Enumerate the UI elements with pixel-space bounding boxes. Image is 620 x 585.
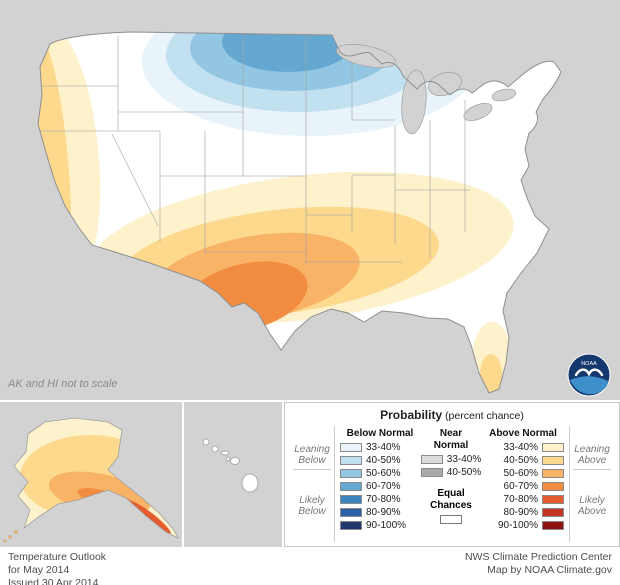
footer-left: Temperature Outlook for May 2014 Issued … — [8, 551, 106, 585]
legend-swatch-row: 40-50% — [340, 454, 420, 467]
probability-label: 40-50% — [366, 455, 401, 466]
conus-map-svg — [37, 31, 562, 394]
legend-swatch-row: 80-90% — [482, 506, 564, 519]
great-lakes — [336, 44, 517, 135]
probability-swatch — [340, 508, 362, 517]
above-normal-header: Above Normal — [489, 428, 557, 439]
probability-label: 70-80% — [503, 494, 538, 505]
probability-label: 33-40% — [503, 442, 538, 453]
legend-swatch-row: 50-60% — [340, 467, 420, 480]
legend-near-normal-column: Near Normal 33-40% 40-50% Equal Chances — [420, 426, 482, 542]
legend-swatch-row: 33-40% — [340, 441, 420, 454]
probability-label: 33-40% — [446, 454, 482, 465]
noaa-logo: NOAA — [567, 353, 611, 397]
probability-label: 33-40% — [366, 442, 401, 453]
probability-swatch — [340, 469, 362, 478]
probability-swatch — [542, 495, 564, 504]
legend-title-note: (percent chance) — [445, 410, 524, 422]
probability-swatch — [340, 456, 362, 465]
probability-swatch — [542, 469, 564, 478]
probability-swatch — [340, 521, 362, 530]
footer-issued-line: Issued 30 Apr 2014 — [8, 576, 99, 585]
probability-swatch — [542, 508, 564, 517]
legend-swatch-row: 60-70% — [482, 480, 564, 493]
bottom-row: Probability (percent chance) Leaning Bel… — [0, 402, 620, 547]
probability-swatch — [340, 443, 362, 452]
probability-label: 70-80% — [366, 494, 401, 505]
alaska-map-svg — [0, 402, 183, 547]
hawaii-islands — [202, 438, 259, 493]
legend-swatch-row: 70-80% — [482, 493, 564, 506]
probability-swatch — [542, 482, 564, 491]
probability-label: 50-60% — [366, 468, 401, 479]
hawaii-inset — [184, 402, 282, 547]
legend-title: Probability (percent chance) — [293, 408, 611, 422]
legend-right-labels: Leaning Above Likely Above — [569, 426, 611, 542]
footer-title-line: Temperature Outlook — [8, 551, 107, 563]
footer: Temperature Outlook for May 2014 Issued … — [0, 547, 620, 585]
probability-swatch — [420, 455, 443, 464]
legend-below-normal-column: Below Normal 33-40% 40-50% 50-60% 60-70%… — [340, 426, 420, 542]
probability-label: 90-100% — [366, 520, 407, 531]
legend-swatch-row: 90-100% — [340, 519, 420, 532]
footer-credit-line: Map by NOAA Climate.gov — [487, 563, 612, 576]
legend: Probability (percent chance) Leaning Bel… — [284, 402, 620, 547]
legend-swatch-row: 90-100% — [482, 519, 564, 532]
temperature-outlook-map: AK and HI not to scale NOAA — [0, 0, 620, 400]
alaska-inset — [0, 402, 183, 547]
hawaii-map-svg — [184, 402, 282, 547]
probability-label: 80-90% — [503, 507, 538, 518]
legend-swatch-row: 33-40% — [482, 441, 564, 454]
equal-chances-label: Equal Chances — [430, 488, 472, 511]
probability-label: 60-70% — [366, 481, 401, 492]
aleutian-islands — [3, 529, 18, 543]
legend-swatch-row: 40-50% — [482, 454, 564, 467]
probability-label: 90-100% — [497, 520, 538, 531]
probability-swatch — [542, 521, 564, 530]
legend-above-normal-column: Above Normal 33-40% 40-50% 50-60% 60-70%… — [482, 426, 564, 542]
probability-swatch — [420, 468, 443, 477]
probability-label: 40-50% — [446, 467, 482, 478]
seagull-icon — [574, 368, 604, 377]
below-normal-header: Below Normal — [346, 428, 414, 439]
state-boundaries — [38, 34, 470, 264]
legend-swatch-row: 80-90% — [340, 506, 420, 519]
legend-swatch-row: 50-60% — [482, 467, 564, 480]
likely-above-label: Likely Above — [573, 469, 611, 542]
legend-swatch-row: 70-80% — [340, 493, 420, 506]
us-outline — [37, 31, 562, 394]
probability-swatch — [542, 456, 564, 465]
leaning-above-label: Leaning Above — [574, 443, 610, 467]
footer-right: NWS Climate Prediction Center Map by NOA… — [465, 551, 612, 577]
footer-source-line: NWS Climate Prediction Center — [464, 551, 612, 563]
below-normal-shading — [142, 32, 478, 136]
legend-body: Leaning Below Likely Below Below Normal … — [293, 426, 611, 542]
probability-label: 80-90% — [366, 507, 401, 518]
footer-period-line: for May 2014 — [8, 563, 70, 576]
legend-title-main: Probability — [380, 408, 443, 422]
probability-label: 60-70% — [503, 481, 538, 492]
noaa-logo-text: NOAA — [581, 361, 597, 367]
alaska-outline — [13, 417, 179, 539]
near-normal-header: Near Normal — [433, 428, 469, 451]
legend-swatch-row: 40-50% — [420, 466, 482, 479]
legend-swatch-row: 60-70% — [340, 480, 420, 493]
legend-left-labels: Leaning Below Likely Below — [293, 426, 335, 542]
probability-swatch — [340, 482, 362, 491]
leaning-below-label: Leaning Below — [294, 443, 330, 467]
legend-swatch-row: 33-40% — [420, 453, 482, 466]
scale-note: AK and HI not to scale — [8, 378, 118, 390]
equal-chances-swatch — [440, 515, 462, 524]
probability-swatch — [542, 443, 564, 452]
probability-swatch — [340, 495, 362, 504]
probability-label: 50-60% — [503, 468, 538, 479]
probability-label: 40-50% — [503, 455, 538, 466]
likely-below-label: Likely Below — [293, 469, 331, 542]
